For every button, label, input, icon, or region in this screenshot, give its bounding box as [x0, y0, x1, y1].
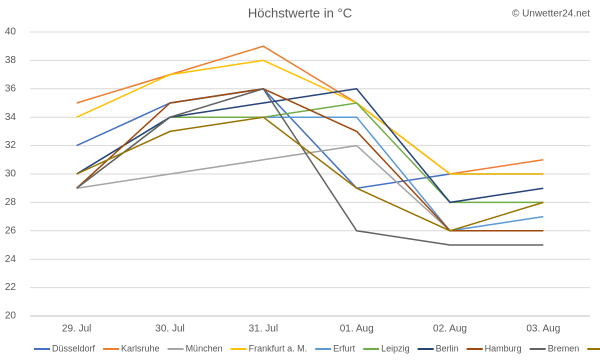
- series-line: [76, 88, 544, 232]
- legend-label: Bremen: [548, 343, 580, 353]
- series-line: [76, 45, 544, 175]
- x-tick-label: 31. Jul: [249, 324, 278, 335]
- legend-label: Karlsruhe: [121, 343, 160, 353]
- y-tick-label: 20: [5, 311, 17, 322]
- legend: Düsseldorf Karlsruhe München Frankfurt a. M…: [34, 343, 600, 353]
- y-tick-label: 38: [5, 55, 17, 66]
- series-line: [76, 59, 544, 175]
- source: © Unwetter24.net: [512, 9, 590, 20]
- y-tick-label: 28: [5, 197, 17, 208]
- y-tick-label: 36: [5, 83, 17, 94]
- y-tick-label: 32: [5, 140, 17, 151]
- legend-label: Hamburg: [485, 343, 522, 353]
- y-tick-label: 34: [5, 112, 17, 123]
- x-tick-label: 29. Jul: [62, 324, 91, 335]
- legend-label: Erfurt: [333, 343, 356, 353]
- y-tick-label: 24: [5, 254, 17, 265]
- series-line: [76, 144, 544, 232]
- legend-label: Berlin: [436, 343, 459, 353]
- legend-label: Leipzig: [381, 343, 410, 353]
- series-line: [76, 87, 544, 204]
- series-line: [76, 116, 544, 232]
- legend-label: Düsseldorf: [52, 343, 96, 353]
- x-tick-label: 02. Aug: [433, 324, 467, 335]
- y-tick-label: 22: [5, 282, 17, 293]
- x-tick-label: 03. Aug: [526, 324, 560, 335]
- y-tick-label: 30: [5, 169, 17, 180]
- legend-label: Frankfurt a. M.: [249, 343, 308, 353]
- x-tick-label: 30. Jul: [155, 324, 184, 335]
- series-line: [76, 87, 544, 246]
- y-tick-label: 26: [5, 225, 17, 236]
- legend-label: München: [186, 343, 223, 353]
- y-tick-label: 40: [5, 27, 17, 38]
- chart-title: Höchstwerte in °C: [248, 5, 352, 20]
- x-tick-label: 01. Aug: [340, 324, 374, 335]
